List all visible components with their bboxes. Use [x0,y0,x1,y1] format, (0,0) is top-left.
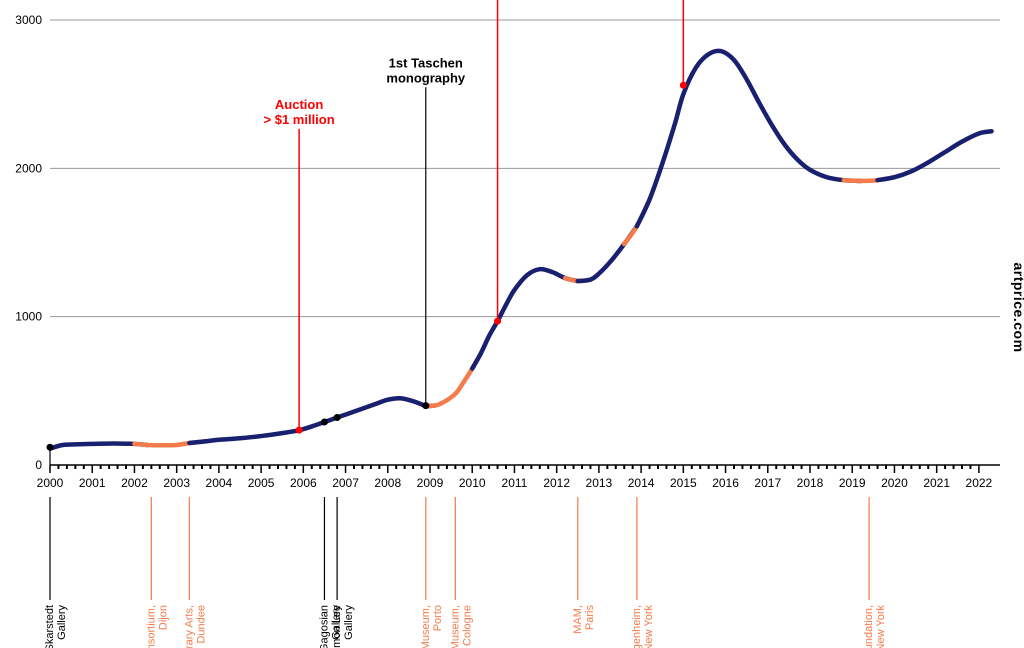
x-tick-label: 2000 [37,476,64,490]
below-annotation-label: Dundee [195,605,207,644]
x-tick-label: 2019 [839,476,866,490]
below-annotation-label: Contemporary Arts, [183,605,195,648]
annotation-dot [680,82,687,89]
index-line [578,226,637,281]
x-tick-label: 2012 [543,476,570,490]
below-annotation: Consortium,Dijon [145,605,169,648]
y-tick-label: 1000 [15,310,42,324]
annotation-dot [296,427,303,434]
below-annotation-label: Porto [432,605,444,631]
annotation-dot [422,402,429,409]
below-annotation-label: Serralves Museum, [420,605,432,648]
x-tick-label: 2022 [966,476,993,490]
annotation-label: > $1 million [264,112,335,127]
below-annotation: Ludwig Museum,Cologne [449,605,473,648]
watermark: artprice.com [1011,262,1024,352]
below-annotation-label: Gagosian [318,605,330,648]
below-annotation-label: New York [875,605,887,648]
index-line [878,131,992,180]
annotation-dot [494,318,501,325]
index-line [426,354,481,406]
below-annotation-label: Cologne [461,605,473,646]
below-annotation: Serralves Museum,Porto [420,605,444,648]
x-tick-label: 2017 [754,476,781,490]
below-annotation: Contemporary Arts,Dundee [183,605,207,648]
annotation-label: 1st Taschen [389,55,463,70]
y-tick-label: 0 [35,458,42,472]
x-tick-label: 2009 [417,476,444,490]
x-tick-label: 2018 [797,476,824,490]
x-tick-label: 2014 [628,476,655,490]
annotation-dot [321,418,328,425]
annotation-label: monography [386,70,465,85]
y-tick-label: 3000 [15,13,42,27]
x-tick-label: 2001 [79,476,106,490]
x-tick-label: 2016 [712,476,739,490]
x-tick-label: 2006 [290,476,317,490]
below-annotation-label: Guggenheim, [631,605,643,648]
index-line [189,398,434,443]
x-tick-label: 2007 [332,476,359,490]
x-tick-label: 2005 [248,476,275,490]
below-annotation-label: MAM, [572,605,584,634]
x-tick-label: 2013 [586,476,613,490]
x-tick-label: 2008 [374,476,401,490]
annotation-dot [334,414,341,421]
x-tick-label: 2003 [163,476,190,490]
below-annotation-label: Dijon [157,605,169,630]
below-annotation-label: Hill Art Foundation, [863,605,875,648]
x-tick-label: 2021 [923,476,950,490]
x-tick-label: 2015 [670,476,697,490]
below-annotation-label: Paris [584,605,596,631]
x-tick-label: 2020 [881,476,908,490]
y-tick-label: 2000 [15,161,42,175]
price-index-chart: 0 1000 2000 3000 2000 2001 2002 2003 2004 2005 200… [0,0,1024,648]
below-annotation-label: Consortium, [145,605,157,648]
below-annotation: Guggenheim,New York [631,605,655,648]
index-line [472,269,578,368]
below-annotation: SkarstedtGallery [44,605,68,648]
x-tick-label: 2011 [502,476,528,490]
below-annotation-label: Ludwig Museum, [449,605,461,648]
x-tick-label: 2002 [121,476,148,490]
below-annotation-label: Gallery [56,605,68,640]
below-annotation-label: Simon Lee [331,605,343,648]
below-annotation: MAM,Paris [572,605,596,634]
below-annotation-label: Skarstedt [44,605,56,648]
annotation-label: Auction [275,97,323,112]
below-annotation-label: Gallery [343,605,355,640]
index-line [637,51,861,226]
below-annotation-label: New York [643,605,655,648]
x-tick-label: 2010 [459,476,486,490]
below-annotation: Simon LeeGallery [331,605,355,648]
below-annotation: Hill Art Foundation,New York [863,605,887,648]
x-tick-label: 2004 [206,476,233,490]
annotation-dot [47,444,54,451]
